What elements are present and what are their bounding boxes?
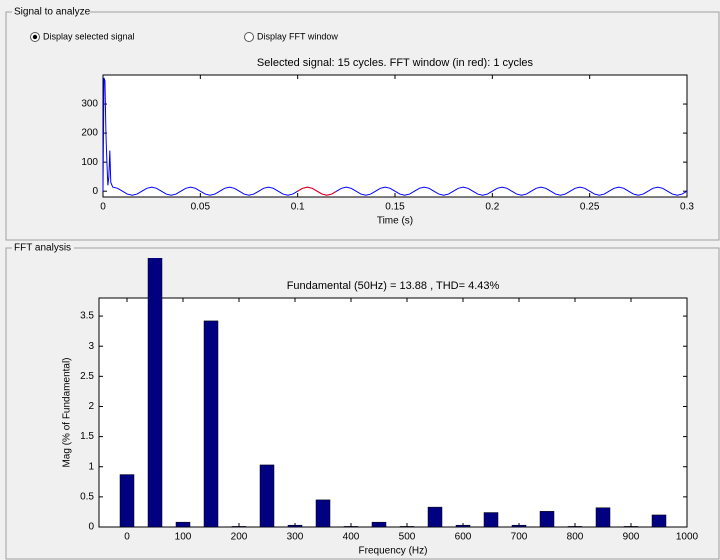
bar xyxy=(343,526,359,528)
chart-title: Selected signal: 15 cycles. FFT window (… xyxy=(257,57,534,69)
bar xyxy=(287,524,303,528)
y-tick-label: 0.5 xyxy=(80,492,94,503)
x-axis-label: Time (s) xyxy=(377,216,413,227)
bar xyxy=(231,526,247,528)
x-tick-label: 0.1 xyxy=(291,202,305,213)
y-tick-label: 2.5 xyxy=(80,371,94,382)
x-tick-label: 1000 xyxy=(676,532,699,543)
x-tick-label: 0 xyxy=(100,202,106,213)
panel-title: FFT analysis xyxy=(14,243,71,254)
x-tick-label: 900 xyxy=(623,532,640,543)
bar xyxy=(567,526,583,528)
radio-label[interactable]: Display FFT window xyxy=(257,31,338,41)
x-tick-label: 0.15 xyxy=(385,202,405,213)
radio-dot xyxy=(32,34,38,40)
y-axis-label: Mag (% of Fundamental) xyxy=(62,357,73,467)
signal-line xyxy=(297,186,337,196)
bar xyxy=(539,511,555,528)
bar xyxy=(175,521,191,528)
bar xyxy=(427,506,443,528)
y-tick-label: 300 xyxy=(81,99,98,110)
x-tick-label: 700 xyxy=(511,532,528,543)
y-tick-label: 3.5 xyxy=(80,311,94,322)
bars xyxy=(119,258,667,528)
x-tick-label: 0.25 xyxy=(580,202,600,213)
bar xyxy=(623,526,639,528)
signal-line xyxy=(102,77,688,196)
chart-title: Fundamental (50Hz) = 13.88 , THD= 4.43% xyxy=(287,280,500,292)
y-tick-label: 100 xyxy=(81,157,98,168)
bar xyxy=(371,521,387,528)
bar xyxy=(651,514,667,528)
x-tick-label: 200 xyxy=(231,532,248,543)
y-tick-label: 0 xyxy=(88,522,94,533)
x-tick-label: 600 xyxy=(455,532,472,543)
bar xyxy=(315,499,331,528)
x-tick-label: 500 xyxy=(399,532,416,543)
panel-title-bg xyxy=(12,242,74,254)
x-tick-label: 0.3 xyxy=(680,202,694,213)
panel-title-bg xyxy=(12,6,90,18)
y-tick-label: 1.5 xyxy=(80,431,94,442)
bar xyxy=(455,524,471,528)
plot-area xyxy=(102,74,688,198)
y-tick-label: 1 xyxy=(88,461,94,472)
y-tick-label: 2 xyxy=(88,401,94,412)
x-tick-label: 0.05 xyxy=(191,202,211,213)
bar xyxy=(595,507,611,528)
x-tick-label: 400 xyxy=(343,532,360,543)
bar xyxy=(511,524,527,528)
bar xyxy=(119,474,135,528)
bar xyxy=(399,526,415,528)
x-axis-label: Frequency (Hz) xyxy=(359,546,428,557)
x-tick-label: 800 xyxy=(567,532,584,543)
bar xyxy=(203,320,219,528)
panel-frame xyxy=(5,247,720,560)
radio-label[interactable]: Display selected signal xyxy=(43,31,135,41)
x-tick-label: 300 xyxy=(287,532,304,543)
panel-frame xyxy=(5,11,720,241)
bar xyxy=(483,512,499,528)
y-tick-label: 3 xyxy=(88,341,94,352)
bar xyxy=(147,258,163,528)
y-tick-label: 200 xyxy=(81,128,98,139)
plot-area xyxy=(98,297,688,528)
radio-button[interactable] xyxy=(244,32,254,42)
x-tick-label: 0.2 xyxy=(485,202,499,213)
x-tick-label: 100 xyxy=(175,532,192,543)
panel-title: Signal to analyze xyxy=(14,7,91,18)
bar xyxy=(259,464,275,528)
x-tick-label: 0 xyxy=(124,532,130,543)
y-tick-label: 0 xyxy=(92,186,98,197)
